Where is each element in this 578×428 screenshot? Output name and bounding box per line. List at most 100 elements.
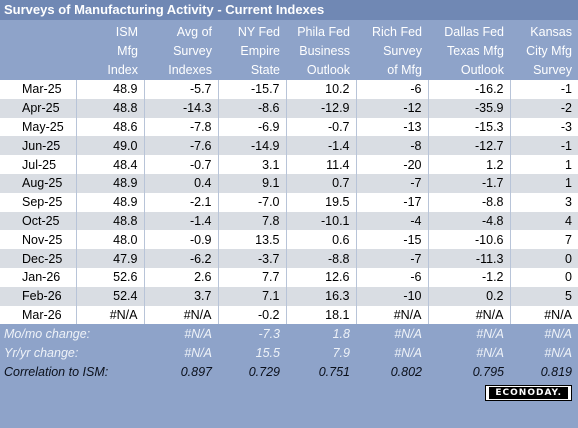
table-cell: -13: [355, 117, 428, 137]
table-cell: -17: [355, 192, 428, 212]
table-cell: -16.2: [427, 80, 510, 99]
table-cell: -15.3: [427, 117, 510, 137]
column-header-line: Avg of: [176, 25, 212, 39]
table-cell: 48.8: [75, 98, 144, 118]
row-month: Jan-26: [0, 267, 76, 287]
table-cell: 11.4: [285, 155, 356, 174]
table-cell: -10: [355, 286, 428, 306]
column-header-line: Index: [107, 63, 138, 77]
table-cell: #N/A: [143, 305, 218, 325]
column-header-line: Indexes: [168, 63, 212, 77]
table-row: Dec-25 47.9 -6.2 -3.7 -8.8 -7 -11.3 0: [0, 249, 578, 268]
table-cell: 5: [509, 286, 578, 306]
table-cell: -10.1: [285, 211, 356, 231]
column-header-line: Dallas Fed: [444, 25, 504, 39]
table-cell: 48.9: [75, 173, 144, 193]
table-cell: -0.7: [285, 117, 356, 137]
table-cell: -0.9: [143, 230, 218, 250]
table-cell: -15: [355, 230, 428, 250]
table-row: Nov-25 48.0 -0.9 13.5 0.6 -15 -10.6 7: [0, 230, 578, 250]
table-cell: -0.2: [217, 305, 286, 325]
column-header-line: City Mfg: [526, 44, 572, 58]
stat-label: Yr/yr change:: [0, 343, 78, 363]
table-cell: 16.3: [285, 286, 356, 306]
table-row: Mar-26 #N/A #N/A -0.2 18.1 #N/A #N/A #N/A: [0, 305, 578, 325]
stat-value: -7.3: [218, 324, 286, 344]
table-cell: -8.8: [427, 192, 510, 212]
row-month: Sep-25: [0, 192, 76, 212]
table-cell: -5.7: [143, 80, 218, 99]
column-header-line: State: [250, 63, 280, 77]
stat-value: [76, 324, 144, 344]
row-month: May-25: [0, 117, 76, 137]
table-cell: -7: [355, 249, 428, 268]
table-cell: 48.6: [75, 117, 144, 137]
table-cell: 47.9: [75, 249, 144, 268]
table-row: May-25 48.6 -7.8 -6.9 -0.7 -13 -15.3 -3: [0, 117, 578, 137]
table-cell: -2.1: [143, 192, 218, 212]
stat-value: #N/A: [356, 324, 428, 344]
row-month: Aug-25: [0, 173, 76, 193]
stat-row: Mo/mo change: #N/A -7.3 1.8 #N/A #N/A #N/A: [0, 324, 578, 344]
stat-label: Mo/mo change:: [0, 324, 90, 344]
table-cell: -8: [355, 136, 428, 156]
table-cell: -7.0: [217, 192, 286, 212]
table-cell: -3: [509, 117, 578, 137]
column-header: Dallas Fed Texas Mfg Outlook: [428, 20, 510, 80]
row-month: Dec-25: [0, 249, 76, 268]
column-header-line: Rich Fed: [371, 25, 422, 39]
column-header-line: Survey: [533, 63, 572, 77]
table-cell: 1.2: [427, 155, 510, 174]
column-header-line: Empire: [240, 44, 280, 58]
column-header: NY Fed Empire State: [218, 20, 286, 80]
table-cell: 52.4: [75, 286, 144, 306]
stat-value: #N/A: [510, 324, 578, 344]
table-cell: -4.8: [427, 211, 510, 231]
stat-value: 0.729: [218, 362, 286, 382]
column-header: Phila Fed Business Outlook: [286, 20, 356, 80]
table-cell: 12.6: [285, 267, 356, 287]
stat-value: 1.8: [286, 324, 356, 344]
row-month: Jul-25: [0, 155, 76, 174]
table-row: Sep-25 48.9 -2.1 -7.0 19.5 -17 -8.8 3: [0, 192, 578, 212]
table-row: Jun-25 49.0 -7.6 -14.9 -1.4 -8 -12.7 -1: [0, 136, 578, 156]
column-header-line: Outlook: [306, 63, 350, 77]
stat-value: 0.819: [510, 362, 578, 382]
table-cell: 3: [509, 192, 578, 212]
table-cell: 3.1: [217, 155, 286, 174]
table-cell: -6.2: [143, 249, 218, 268]
column-header-line: Texas Mfg: [447, 44, 504, 58]
table-cell: #N/A: [427, 305, 510, 325]
table-cell: -6.9: [217, 117, 286, 137]
table-row: Aug-25 48.9 0.4 9.1 0.7 -7 -1.7 1: [0, 173, 578, 193]
stat-value: 7.9: [286, 343, 356, 363]
column-header: Kansas City Mfg Survey: [510, 20, 578, 80]
table-row: Apr-25 48.8 -14.3 -8.6 -12.9 -12 -35.9 -2: [0, 98, 578, 118]
stat-value: [76, 343, 144, 363]
table-cell: -12.9: [285, 98, 356, 118]
logo-text: ECONODAY.: [489, 387, 568, 400]
table-cell: -6: [355, 80, 428, 99]
table-cell: -3.7: [217, 249, 286, 268]
table-cell: 0.7: [285, 173, 356, 193]
table-title: Surveys of Manufacturing Activity - Curr…: [0, 0, 578, 20]
table-cell: 4: [509, 211, 578, 231]
table-row: Mar-25 48.9 -5.7 -15.7 10.2 -6 -16.2 -1: [0, 80, 578, 99]
stat-value: 0.751: [286, 362, 356, 382]
stat-row: Yr/yr change: #N/A 15.5 7.9 #N/A #N/A #N/A: [0, 343, 578, 363]
table-cell: -6: [355, 267, 428, 287]
footer: ECONODAY.: [0, 381, 578, 403]
column-header-line: Mfg: [117, 44, 138, 58]
table-cell: -2: [509, 98, 578, 118]
table-cell: -1: [509, 136, 578, 156]
table-cell: -8.8: [285, 249, 356, 268]
table-cell: 7.1: [217, 286, 286, 306]
header-row: ISM Mfg Index Avg of Survey Indexes NY Fed Empi…: [0, 20, 578, 80]
stat-value: #N/A: [428, 324, 510, 344]
row-month: Mar-26: [0, 305, 76, 325]
table-cell: -14.3: [143, 98, 218, 118]
column-header-line: Kansas: [530, 25, 572, 39]
table-cell: 1: [509, 155, 578, 174]
table-cell: 19.5: [285, 192, 356, 212]
